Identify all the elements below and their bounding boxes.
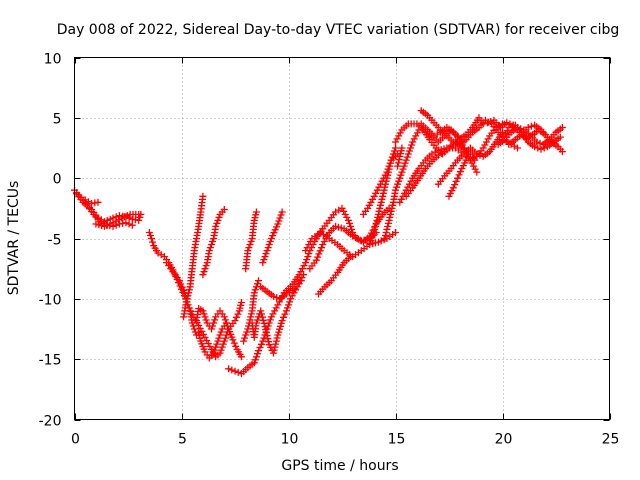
marker-trail bbox=[315, 253, 355, 298]
marker-trail bbox=[248, 271, 307, 357]
series-track-m bbox=[225, 204, 393, 378]
series-track-a bbox=[71, 186, 136, 230]
grid bbox=[74, 57, 610, 420]
marker-trail bbox=[240, 277, 262, 345]
series-track-b bbox=[73, 190, 145, 226]
marker-trail bbox=[259, 208, 286, 267]
series-track-ah bbox=[505, 121, 558, 148]
marker-trail bbox=[199, 206, 228, 279]
x-tick-label: 15 bbox=[388, 432, 406, 448]
marker-trail bbox=[195, 319, 230, 362]
x-tick-label: 0 bbox=[71, 432, 80, 448]
series-track-h bbox=[193, 305, 245, 361]
marker-trail bbox=[434, 128, 506, 188]
chart-title: Day 008 of 2022, Sidereal Day-to-day VTE… bbox=[57, 22, 620, 38]
x-axis-label: GPS time / hours bbox=[281, 458, 398, 474]
series-track-p bbox=[257, 277, 305, 303]
series-track-s bbox=[315, 253, 355, 298]
y-tick-label: -15 bbox=[39, 353, 62, 369]
y-tick-label: -20 bbox=[39, 414, 62, 430]
y-tick-label: 5 bbox=[53, 112, 62, 128]
marker-trail bbox=[402, 148, 449, 200]
y-tick-label: 10 bbox=[44, 52, 62, 68]
x-tick-label: 5 bbox=[178, 432, 187, 448]
y-tick-label: -5 bbox=[48, 233, 62, 249]
marker-trail bbox=[242, 208, 260, 273]
x-tick-label: 20 bbox=[495, 432, 513, 448]
axis-ticks: 0 5 10 15 20 25 -20 -15 -10 -5 0 5 10 bbox=[39, 52, 620, 448]
plot-frame bbox=[74, 57, 610, 420]
marker-trail bbox=[73, 190, 145, 226]
marker-trail bbox=[180, 192, 207, 321]
marker-trail bbox=[225, 204, 393, 378]
marker-trail bbox=[505, 121, 558, 148]
series-track-c bbox=[81, 196, 102, 207]
series-track-ad bbox=[417, 114, 487, 144]
marker-trail bbox=[257, 277, 305, 303]
series-track-ab bbox=[445, 150, 479, 200]
y-tick-label: -10 bbox=[39, 293, 62, 309]
series-track-d bbox=[92, 210, 143, 230]
x-tick-label: 25 bbox=[602, 432, 620, 448]
y-axis-label: SDTVAR / TECUs bbox=[6, 181, 22, 296]
marker-trail bbox=[359, 150, 402, 218]
series-track-x bbox=[394, 144, 406, 170]
series-track-g bbox=[195, 319, 230, 362]
marker-trail bbox=[193, 305, 245, 361]
series-track-o bbox=[259, 208, 286, 267]
series-track-i bbox=[180, 192, 207, 321]
marker-trail bbox=[417, 114, 487, 144]
marker-trail bbox=[445, 150, 479, 200]
marker-trail bbox=[81, 196, 102, 207]
series-track-u bbox=[359, 150, 402, 218]
marker-trail bbox=[71, 186, 136, 230]
y-tick-label: 0 bbox=[53, 172, 62, 188]
x-tick-label: 10 bbox=[281, 432, 299, 448]
marker-trail bbox=[394, 144, 406, 170]
series-track-z bbox=[402, 148, 449, 200]
series-track-aa bbox=[434, 128, 506, 188]
series-track-l bbox=[242, 208, 260, 273]
series-track-k bbox=[240, 277, 262, 345]
data-marks bbox=[71, 107, 566, 378]
series-track-n bbox=[248, 271, 307, 357]
series-track-j bbox=[199, 206, 228, 279]
marker-trail bbox=[92, 210, 143, 230]
